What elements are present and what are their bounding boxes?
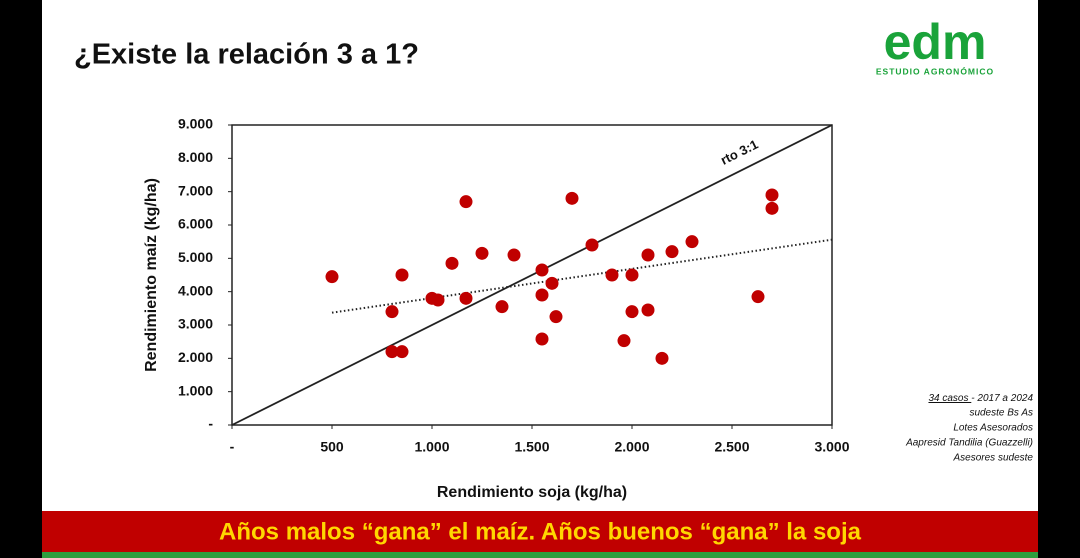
point (395, 345, 409, 359)
plot: - 1.000 2.000 3.000 4.000 5.000 6.000 7.000 8.00… (143, 116, 1033, 502)
y-tick-label: 1.000 (178, 382, 213, 398)
point (665, 245, 679, 259)
point (751, 290, 765, 304)
logo-subtitle: ESTUDIO AGRONÓMICO (876, 65, 994, 76)
y-tick-label: 8.000 (178, 149, 213, 165)
note-cases: 34 casos (928, 393, 971, 404)
note-line: Aapresid Tandilia (Guazzelli) (905, 438, 1033, 449)
point (617, 334, 631, 348)
banner-stripe (42, 552, 1038, 558)
x-axis-title: Rendimiento soja (kg/ha) (437, 484, 627, 501)
point (385, 345, 399, 359)
y-tick-label: 7.000 (178, 182, 213, 198)
y-tick-label: 9.000 (178, 116, 213, 132)
x-tick-label: 2.000 (614, 439, 649, 455)
banner (42, 511, 1038, 552)
point (625, 268, 639, 282)
point (395, 268, 409, 282)
point (495, 300, 509, 314)
x-tick-label: 1.500 (514, 439, 549, 455)
banner-text: Años malos “gana” el maíz. Años buenos “… (219, 518, 862, 545)
reference-line (231, 124, 833, 426)
note-line: sudeste Bs As (969, 408, 1033, 419)
point (641, 248, 655, 262)
point (325, 270, 339, 284)
point (549, 310, 563, 324)
y-axis-title: Rendimiento maíz (kg/ha) (143, 178, 160, 372)
point (765, 201, 779, 215)
point (507, 248, 521, 262)
y-tick-label: 3.000 (178, 316, 213, 332)
note-line: Lotes Asesorados (953, 423, 1033, 434)
point (625, 305, 639, 319)
point (535, 332, 549, 346)
point (641, 303, 655, 317)
point (459, 291, 473, 305)
point (545, 276, 559, 290)
note-line: Asesores sudeste (953, 453, 1034, 464)
note-text: - 2017 a 2024 (971, 393, 1033, 404)
y-tick-label: - (208, 416, 213, 432)
point (585, 238, 599, 252)
point (605, 268, 619, 282)
slide-title: ¿Existe la relación 3 a 1? (74, 39, 419, 71)
x-tick-label: 3.000 (814, 439, 849, 455)
x-tick-label: - (230, 439, 235, 455)
point (459, 195, 473, 209)
y-tick-label: 5.000 (178, 249, 213, 265)
point (385, 305, 399, 319)
point (535, 263, 549, 277)
logo-mark: edm (884, 14, 987, 70)
point (431, 293, 445, 307)
note-line: 34 casos - 2017 a 2024 (928, 393, 1033, 404)
y-tick-label: 6.000 (178, 216, 213, 232)
y-tick-label: 4.000 (178, 282, 213, 298)
point (765, 188, 779, 202)
x-tick-label: 1.000 (414, 439, 449, 455)
point (475, 246, 489, 260)
point (445, 256, 459, 270)
point (655, 351, 669, 365)
point (685, 235, 699, 249)
point (565, 191, 579, 205)
x-tick-label: 2.500 (714, 439, 749, 455)
x-tick-label: 500 (320, 439, 344, 455)
point (535, 288, 549, 302)
trendline (331, 238, 833, 314)
y-tick-label: 2.000 (178, 349, 213, 365)
slide-bg (42, 0, 1038, 558)
